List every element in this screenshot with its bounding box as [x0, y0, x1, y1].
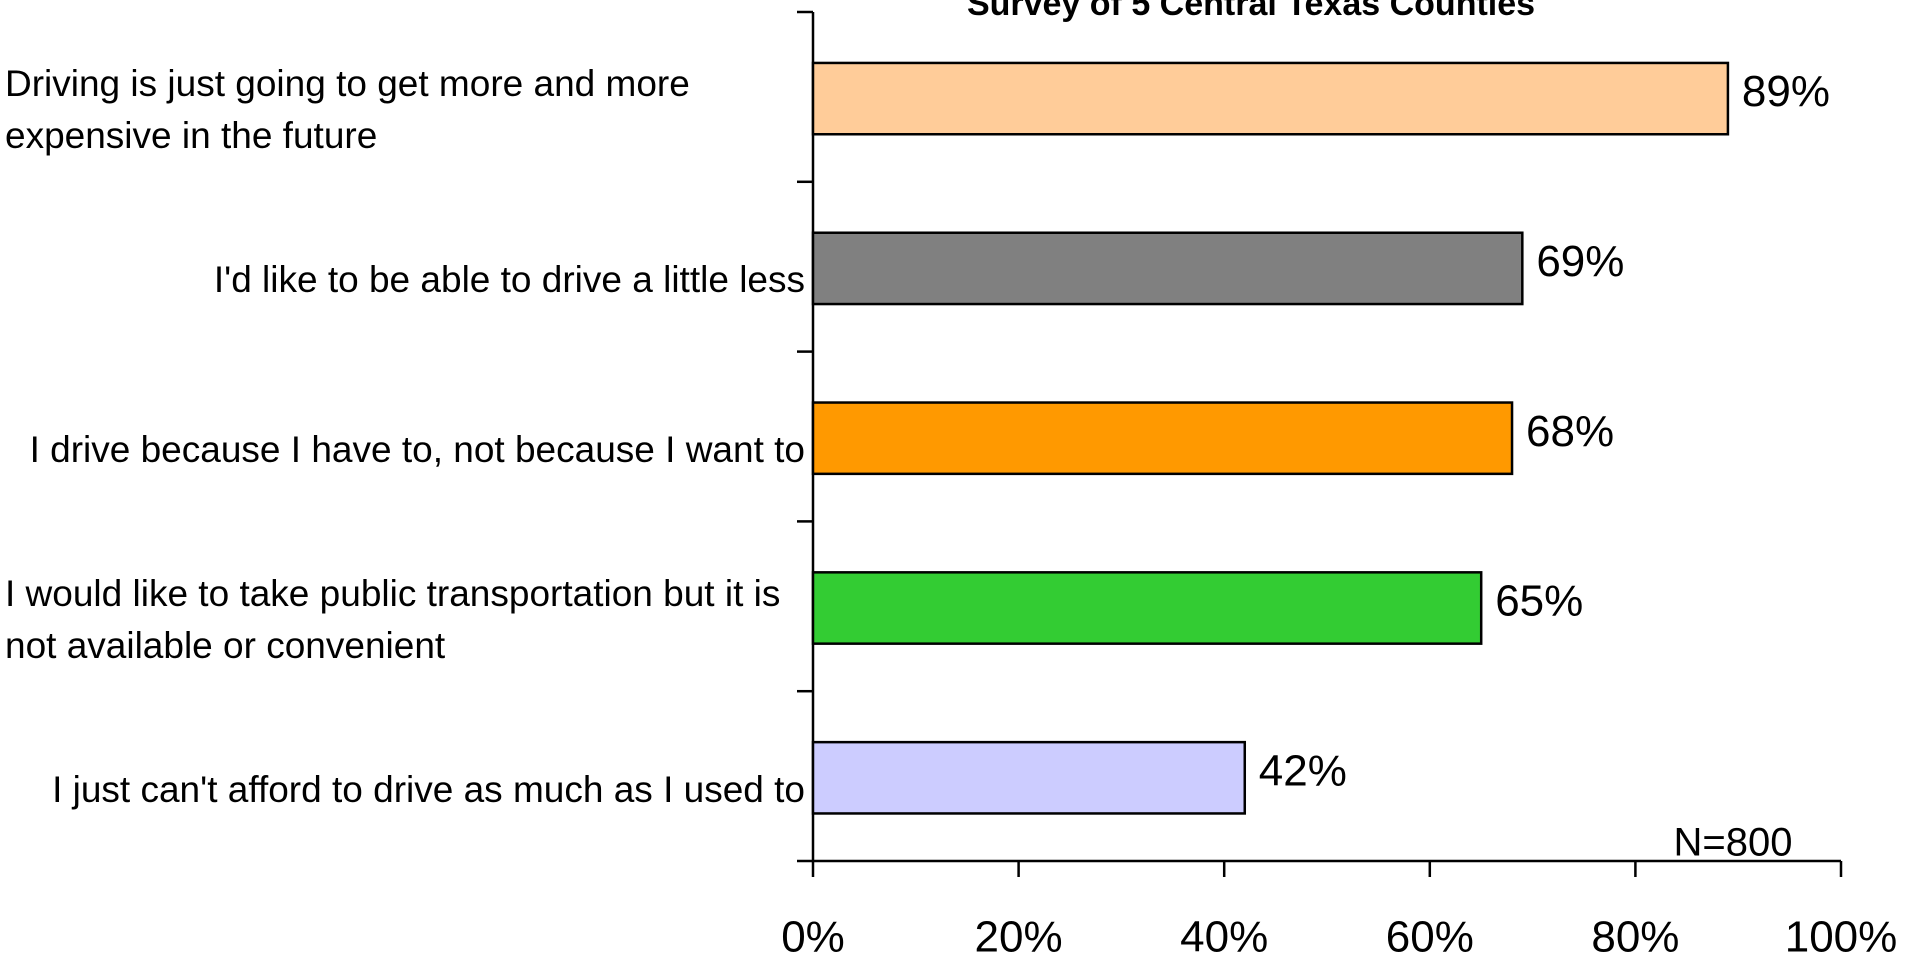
category-label: I just can't afford to drive as much as …	[52, 768, 805, 810]
x-tick-label: 60%	[1386, 913, 1474, 956]
x-tick-label: 20%	[975, 913, 1063, 956]
category-label: Driving is just going to get more and mo…	[5, 63, 690, 157]
bar	[811, 571, 1483, 645]
value-label: 65%	[1495, 577, 1583, 626]
x-tick-label: 0%	[781, 913, 845, 956]
category-label: I'd like to be able to drive a little le…	[213, 259, 805, 301]
bar	[811, 231, 1524, 306]
x-tick-label: 100%	[1785, 913, 1898, 956]
category-label: I drive because I have to, not because I…	[29, 429, 805, 471]
value-label: 89%	[1742, 67, 1830, 116]
chart-title: Survey of 5 Central Texas Counties	[967, 0, 1535, 23]
annotation: N=800	[1674, 821, 1793, 865]
bar	[811, 740, 1247, 815]
x-tick-label: 80%	[1591, 913, 1679, 956]
bar	[811, 61, 1730, 136]
value-label: 69%	[1536, 237, 1624, 286]
bar	[811, 401, 1514, 476]
category-label: I would like to take public transportati…	[5, 572, 781, 666]
value-label: 68%	[1526, 407, 1614, 456]
x-tick-label: 40%	[1180, 913, 1268, 956]
value-label: 42%	[1259, 746, 1347, 795]
